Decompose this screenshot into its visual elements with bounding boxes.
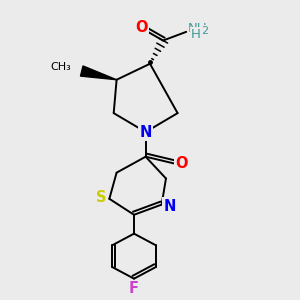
Polygon shape [80,66,117,80]
Text: O: O [175,157,188,172]
Text: F: F [129,281,139,296]
Text: O: O [135,20,148,35]
Text: N: N [140,124,152,140]
Text: S: S [96,190,106,205]
Text: H: H [191,28,200,41]
Text: NH: NH [188,22,207,35]
Text: N: N [164,199,176,214]
Text: CH₃: CH₃ [51,62,72,72]
Text: 2: 2 [201,26,208,36]
